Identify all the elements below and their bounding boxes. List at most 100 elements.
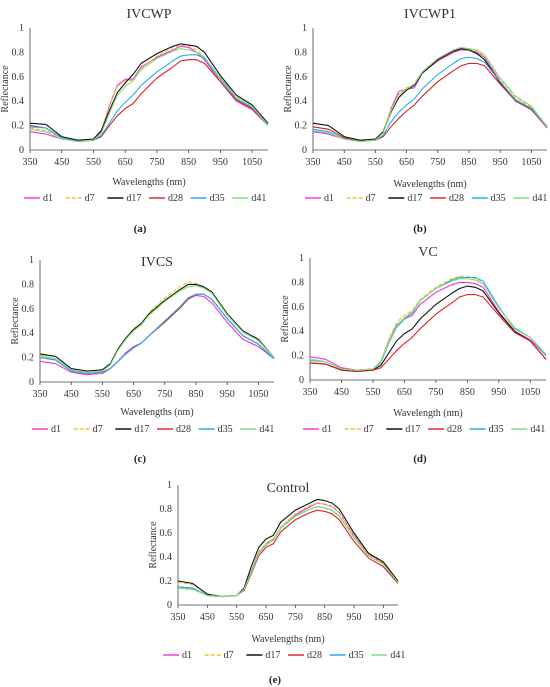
x-tick-label: 550 <box>368 157 383 168</box>
x-tick-label: 750 <box>149 157 164 168</box>
panel-caption: (a) <box>134 223 147 235</box>
panel-caption: (c) <box>134 453 147 465</box>
legend-label: d7 <box>224 650 234 661</box>
y-tick-label: 0.2 <box>160 576 173 587</box>
x-tick-label: 950 <box>213 157 228 168</box>
x-tick-label: 1050 <box>520 387 540 398</box>
series-line-d17 <box>312 48 548 141</box>
y-tick-label: 0.6 <box>160 528 173 539</box>
x-tick-label: 350 <box>306 157 321 168</box>
series-line-d17 <box>29 43 269 141</box>
series-line-d35 <box>39 293 275 375</box>
x-tick-label: 650 <box>126 389 141 400</box>
legend-label: d1 <box>324 193 334 204</box>
x-tick-label: 950 <box>493 157 508 168</box>
x-tick-label: 450 <box>54 157 69 168</box>
series-line-d35 <box>309 276 547 371</box>
y-tick-label: 1 <box>19 23 24 34</box>
x-axis-label: Wavelengths (nm) <box>120 407 193 418</box>
y-tick-label: 0.8 <box>295 47 308 58</box>
legend-label: d41 <box>530 424 545 435</box>
y-tick-label: 0.6 <box>295 72 308 83</box>
chart-title: IVCS <box>141 255 173 270</box>
x-tick-label: 550 <box>229 612 244 623</box>
series-line-d41 <box>39 285 275 373</box>
x-tick-label: 550 <box>95 389 110 400</box>
series-line-d7 <box>177 502 399 598</box>
x-tick-label: 950 <box>347 612 362 623</box>
x-tick-label: 950 <box>220 389 235 400</box>
series-line-d41 <box>309 278 547 371</box>
chart-panel-3: IVCS 0 0.2 0.4 0.6 0.8 1 350 450 550 650 750 850 950 1… <box>10 255 275 465</box>
series-line-d28 <box>177 509 399 598</box>
y-tick-label: 0.2 <box>22 353 35 364</box>
y-tick-label: 1 <box>302 23 307 34</box>
legend-label: d28 <box>176 424 191 435</box>
y-tick-label: 0.4 <box>12 96 25 107</box>
x-tick-label: 350 <box>171 612 186 623</box>
y-axis-label: Reflectance <box>10 297 21 345</box>
x-tick-label: 850 <box>462 157 477 168</box>
legend-label: d35 <box>349 650 364 661</box>
series-line-d17 <box>39 283 275 372</box>
x-tick-label: 450 <box>64 389 79 400</box>
series-line-d28 <box>309 294 547 373</box>
y-tick-label: 1 <box>167 480 172 491</box>
y-tick-label: 0.6 <box>12 72 25 83</box>
y-tick-label: 0.2 <box>12 121 25 132</box>
x-axis-label: Wavelengths (nm) <box>251 634 324 645</box>
x-axis-label: Wavelengths (nm) <box>112 177 185 188</box>
chart-panel-1: IVCWP 0 0.2 0.4 0.6 0.8 1 350 450 550 650 750 850 950… <box>0 7 269 235</box>
legend-label: d17 <box>407 193 422 204</box>
legend-label: d7 <box>93 424 103 435</box>
y-tick-label: 0.6 <box>22 304 35 315</box>
x-tick-label: 850 <box>181 157 196 168</box>
x-tick-label: 450 <box>200 612 215 623</box>
series-line-d28 <box>312 62 548 143</box>
x-tick-label: 650 <box>397 387 412 398</box>
y-tick-label: 0.8 <box>12 47 25 58</box>
x-axis-label: Wavelength (nm) <box>393 408 462 419</box>
y-tick-label: 0.4 <box>292 326 305 337</box>
y-tick-label: 0 <box>167 600 172 611</box>
y-tick-label: 0.8 <box>292 277 305 288</box>
x-tick-label: 1050 <box>248 389 268 400</box>
x-tick-label: 750 <box>428 387 443 398</box>
series-line-d28 <box>39 293 275 375</box>
y-tick-label: 0.8 <box>160 504 173 515</box>
legend-label: d1 <box>43 193 53 204</box>
chart-panel-5: Control 0 0.2 0.4 0.6 0.8 1 350 450 550 650 750 850 9… <box>148 480 405 686</box>
y-tick-label: 1 <box>29 255 34 266</box>
series-line-d17 <box>177 498 399 598</box>
x-tick-label: 850 <box>189 389 204 400</box>
x-tick-label: 750 <box>157 389 172 400</box>
legend-label: d35 <box>489 424 504 435</box>
y-tick-label: 0.4 <box>22 328 35 339</box>
legend-label: d17 <box>134 424 149 435</box>
y-axis-label: Reflectance <box>280 295 291 343</box>
legend-label: d35 <box>218 424 233 435</box>
y-tick-label: 0.4 <box>295 96 308 107</box>
x-tick-label: 1050 <box>242 157 262 168</box>
panel-caption: (d) <box>413 453 427 465</box>
series-line-d41 <box>177 506 399 598</box>
x-tick-label: 850 <box>317 612 332 623</box>
chart-title: Control <box>267 481 310 496</box>
x-tick-label: 1050 <box>373 612 393 623</box>
x-tick-label: 450 <box>334 387 349 398</box>
legend-label: d28 <box>307 650 322 661</box>
panel-caption: (e) <box>269 674 282 686</box>
series-line-d35 <box>312 56 548 143</box>
chart-title: VC <box>418 245 437 260</box>
legend-label: d41 <box>390 650 405 661</box>
y-axis-label: Reflectance <box>0 65 11 113</box>
legend-label: d41 <box>259 424 274 435</box>
y-tick-label: 0.8 <box>22 279 35 290</box>
legend-label: d41 <box>532 193 547 204</box>
panel-caption: (b) <box>413 223 427 235</box>
legend-label: d41 <box>251 193 266 204</box>
x-tick-label: 350 <box>33 389 48 400</box>
legend-label: d1 <box>322 424 332 435</box>
legend-label: d28 <box>168 193 183 204</box>
legend-label: d7 <box>85 193 95 204</box>
